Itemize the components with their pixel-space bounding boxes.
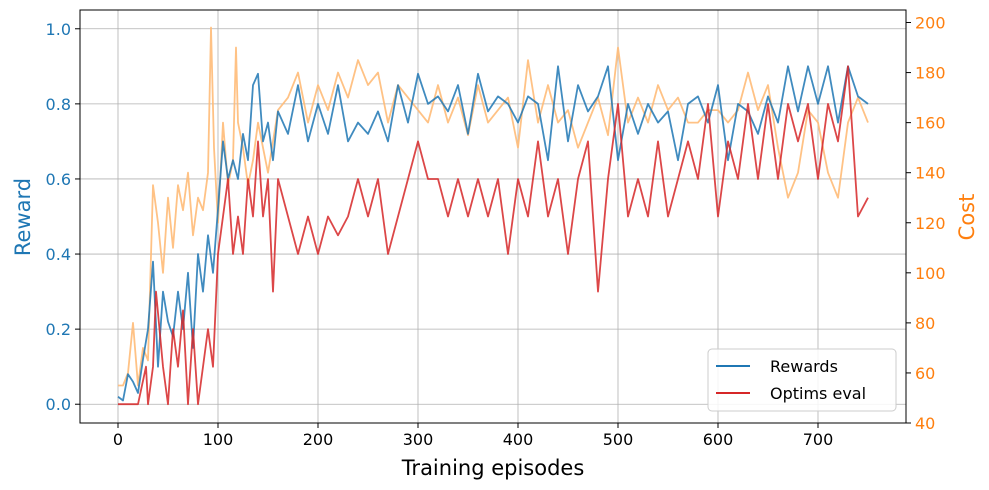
x-tick-label: 600 xyxy=(703,430,734,449)
y-tick-label: 0.8 xyxy=(46,95,71,114)
y2-tick-label: 140 xyxy=(915,164,946,183)
x-tick-label: 300 xyxy=(403,430,434,449)
x-tick-label: 700 xyxy=(803,430,834,449)
legend-label-rewards: Rewards xyxy=(770,357,838,376)
y2-tick-label: 160 xyxy=(915,114,946,133)
y2-tick-label: 100 xyxy=(915,264,946,283)
y2-tick-label: 120 xyxy=(915,214,946,233)
y2-tick-label: 80 xyxy=(915,314,935,333)
y-tick-label: 0.4 xyxy=(46,245,71,264)
x-tick-label: 500 xyxy=(603,430,634,449)
x-tick-label: 400 xyxy=(503,430,534,449)
y2-axis-title: Cost xyxy=(955,194,979,241)
y-tick-label: 0.0 xyxy=(46,395,71,414)
x-axis-title: Training episodes xyxy=(401,456,585,480)
y-axis-title: Reward xyxy=(11,178,35,256)
y-tick-label: 0.2 xyxy=(46,320,71,339)
y2-tick-label: 180 xyxy=(915,64,946,83)
y-tick-label: 1.0 xyxy=(46,20,71,39)
y2-tick-label: 40 xyxy=(915,414,935,433)
y2-tick-label: 200 xyxy=(915,14,946,33)
legend: Rewards Optims eval xyxy=(708,349,896,411)
y2-tick-label: 60 xyxy=(915,364,935,383)
x-tick-label: 0 xyxy=(113,430,123,449)
legend-label-optims-eval: Optims eval xyxy=(770,384,866,403)
x-tick-label: 100 xyxy=(203,430,234,449)
y-tick-label: 0.6 xyxy=(46,170,71,189)
x-tick-label: 200 xyxy=(303,430,334,449)
